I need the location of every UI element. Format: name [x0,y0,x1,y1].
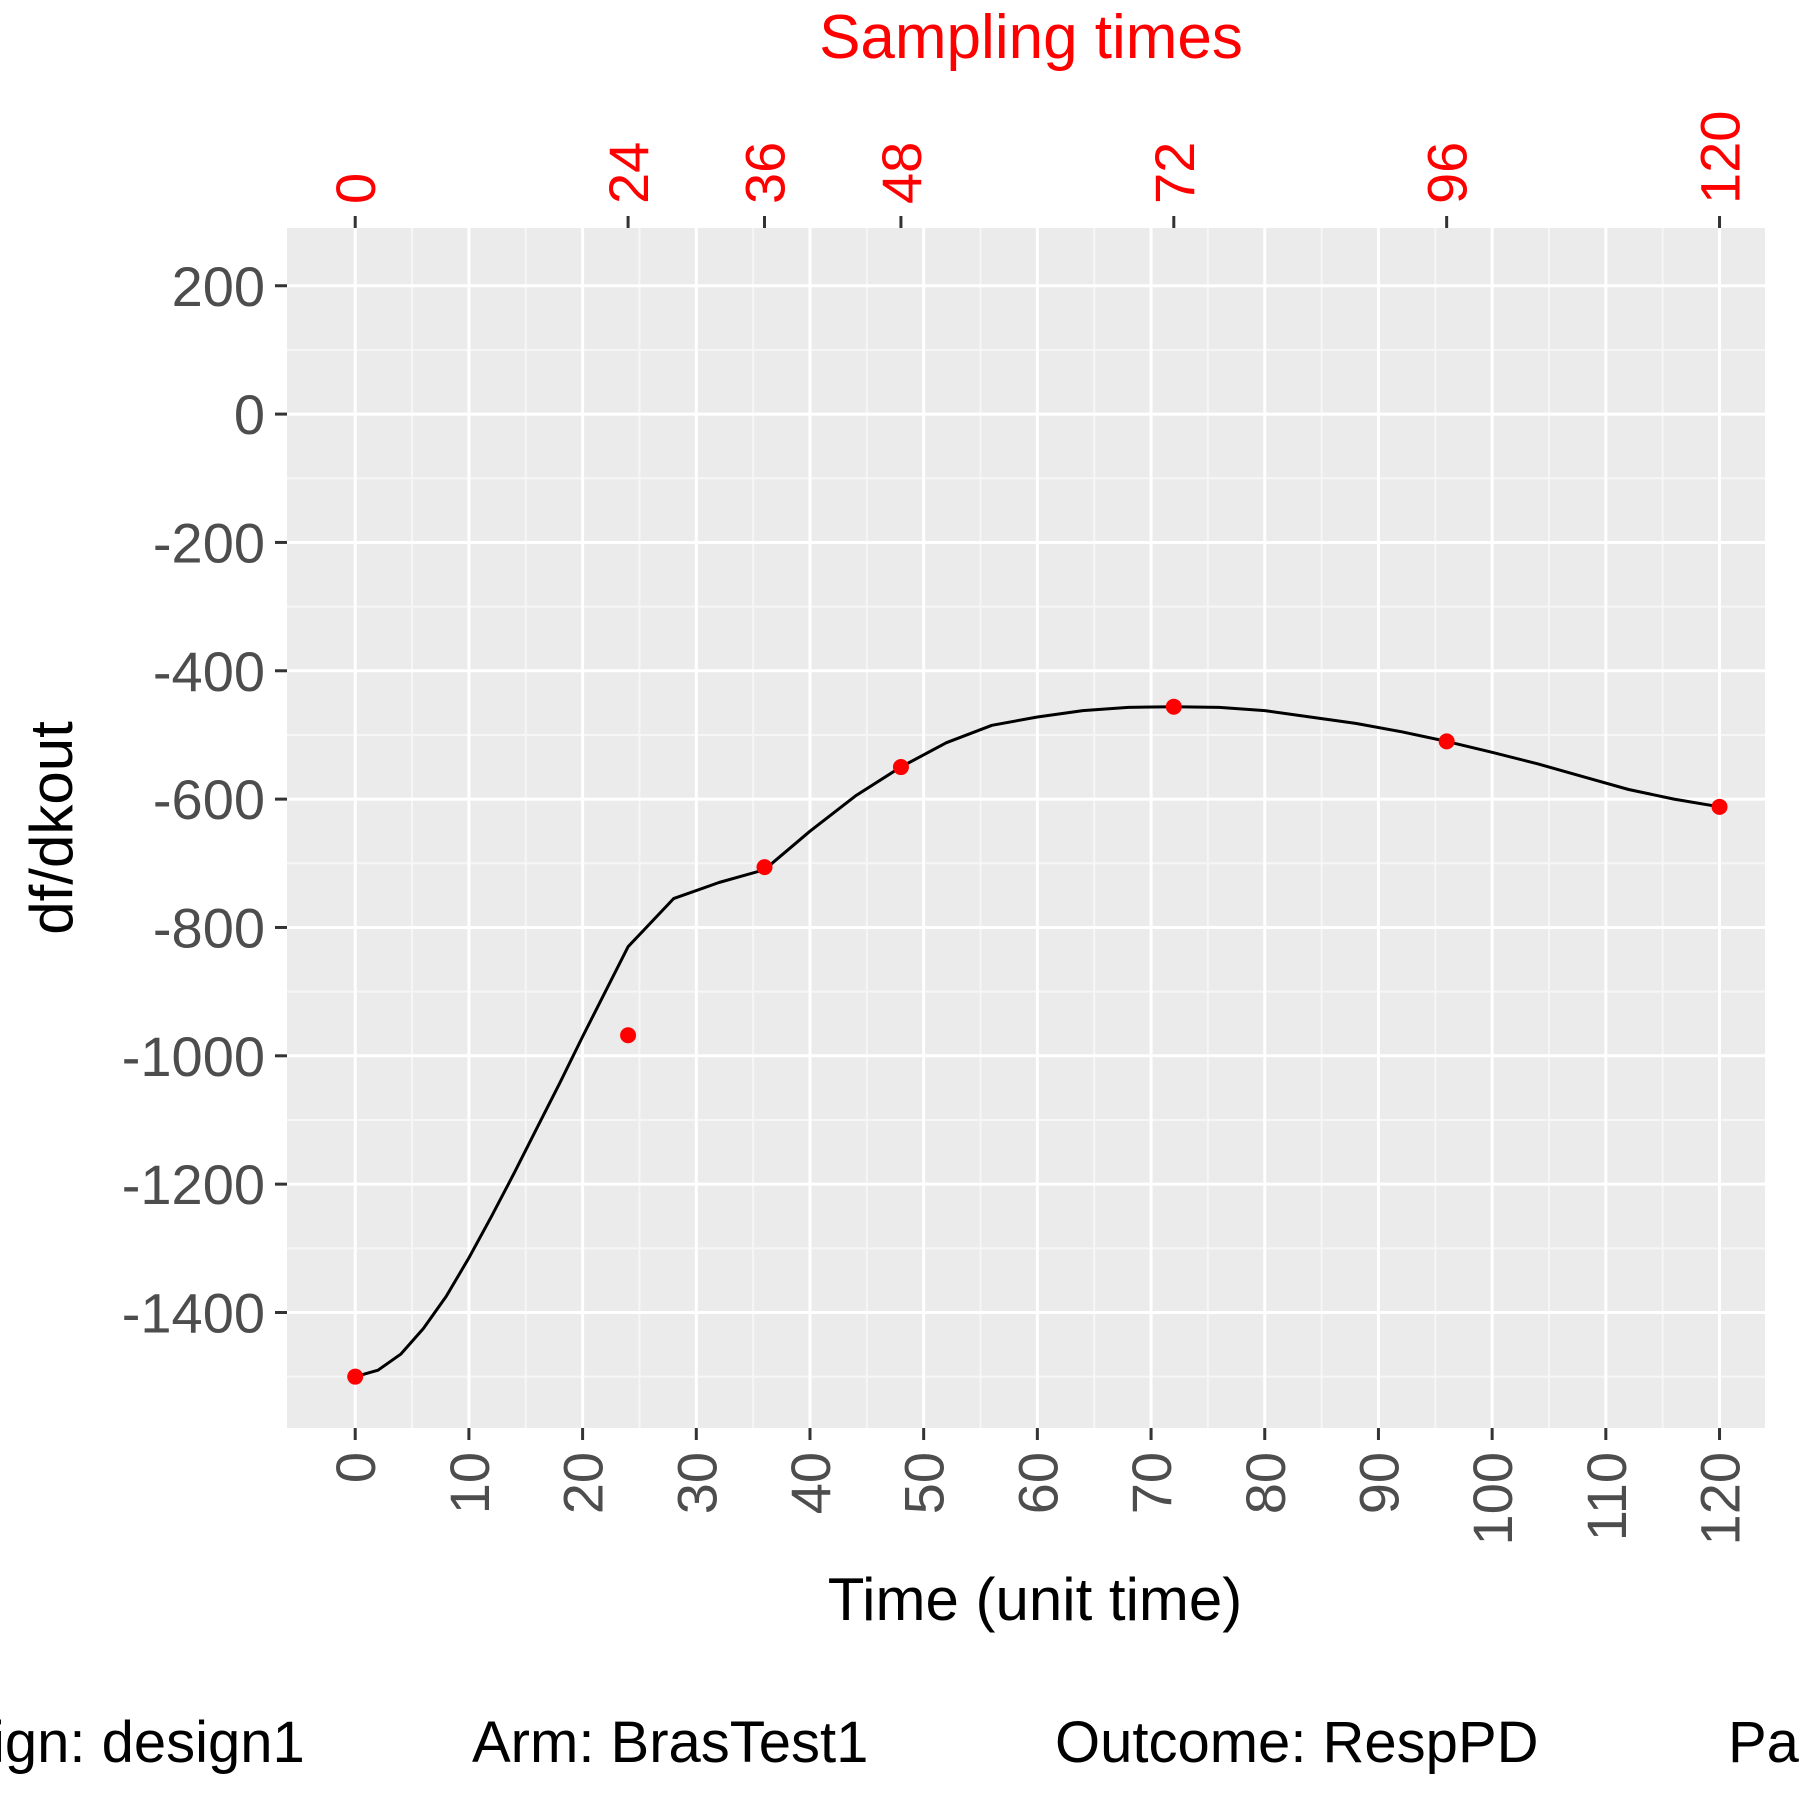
top-tick-label: 72 [1143,142,1206,204]
y-tick-label: -600 [153,768,265,831]
footer-param: Pa [1728,1710,1800,1775]
minor-gridlines [287,228,1765,1428]
x-tick-label: 50 [893,1452,956,1514]
x-tick-label: 20 [552,1452,615,1514]
top-tick-label: 36 [734,142,797,204]
y-tick-label: -1200 [122,1153,265,1216]
x-tick-label: 90 [1347,1452,1410,1514]
sampling-point [347,1368,364,1385]
top-tick-label: 24 [597,142,660,204]
footer-arm: Arm: BrasTest1 [472,1710,868,1775]
top-tick-label: 96 [1416,142,1479,204]
x-tick-label: 0 [324,1452,387,1483]
x-tick-label: 40 [779,1452,842,1514]
x-tick-label: 10 [438,1452,501,1514]
y-axis-title: df/dkout [18,721,85,935]
sampling-point [1165,698,1182,715]
sampling-point [756,859,773,876]
x-tick-label: 30 [665,1452,728,1514]
x-tick-label: 110 [1575,1452,1638,1541]
sampling-point [620,1027,637,1044]
footer-outcome: Outcome: RespPD [1055,1710,1539,1775]
tick-labels: 0 10 20 30 40 50 60 70 80 90 100 110 120 200 0 -200 -400… [122,111,1752,1546]
sampling-point [892,759,909,776]
y-tick-label: 200 [172,255,265,318]
plot-panel [287,228,1765,1428]
sampling-point [1711,798,1728,815]
x-tick-label: 70 [1120,1452,1183,1514]
major-gridlines [287,228,1765,1428]
y-tick-label: 0 [234,383,265,446]
sampling-point [1438,733,1455,750]
footer-design: ign: design1 [0,1710,305,1775]
series-layer [347,698,1728,1385]
top-tick-label: 48 [870,142,933,204]
top-tick-label: 0 [324,173,387,204]
x-tick-label: 80 [1234,1452,1297,1514]
top-tick-label: 120 [1689,111,1752,204]
y-tick-label: -400 [153,640,265,703]
axis-ticks [275,216,1722,1440]
top-axis-title: Sampling times [819,3,1243,72]
y-tick-label: -200 [153,511,265,574]
x-tick-label: 100 [1461,1452,1524,1545]
y-tick-label: -800 [153,896,265,959]
x-axis-title: Time (unit time) [828,1566,1243,1633]
x-tick-label: 120 [1689,1452,1752,1545]
y-tick-label: -1400 [122,1281,265,1344]
y-tick-label: -1000 [122,1025,265,1088]
x-tick-label: 60 [1006,1452,1069,1514]
